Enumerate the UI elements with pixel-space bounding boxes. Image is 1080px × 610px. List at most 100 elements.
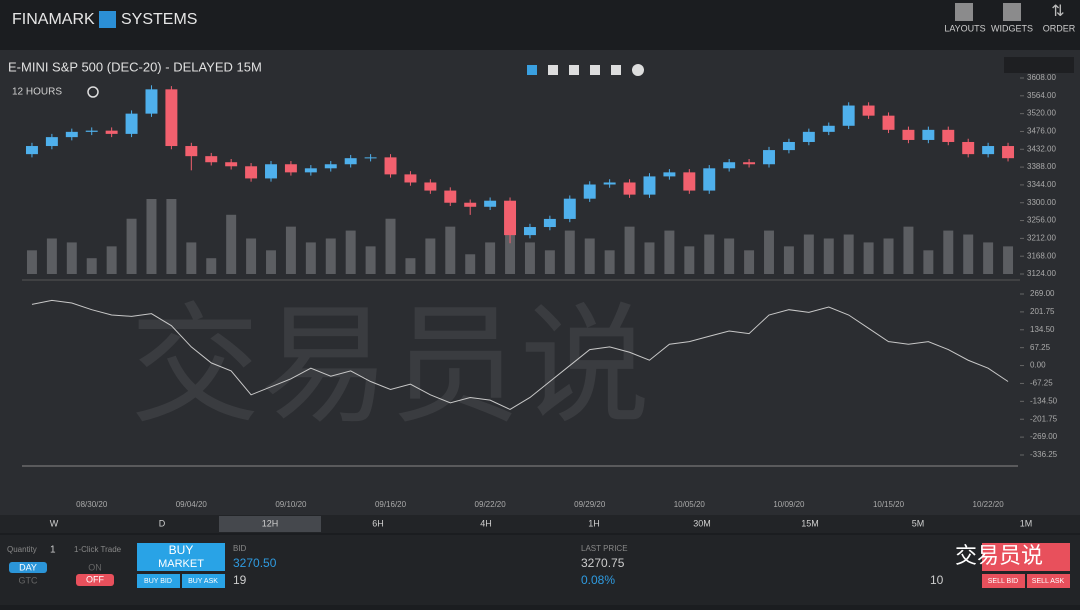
widgets-icon[interactable] [1003,3,1021,21]
nav-item[interactable]: WIDGETS [991,23,1033,33]
y-tick-label: 3608.00 [1027,73,1056,82]
tool-icon[interactable] [611,65,621,75]
order-icon[interactable]: ⇅ [1051,3,1064,20]
volume-bar [66,242,77,274]
last-label: LAST PRICE [581,544,628,553]
candle-body [962,141,975,155]
buy-ask-label: BUY ASK [188,578,218,585]
off-button[interactable] [76,574,114,586]
candle-body [65,131,78,138]
candle-body [802,131,815,142]
candle-body [822,125,835,132]
settings-icon[interactable] [632,64,644,76]
timeframe-option[interactable]: 6H [372,518,384,528]
timeframe-option[interactable]: W [50,518,59,528]
bid: 3270.50 [233,556,277,570]
volume-bar [704,234,715,274]
y-tick-label: -134.50 [1030,396,1058,405]
candle-body [703,168,716,191]
sell-ask-label: SELL ASK [1032,578,1065,585]
nav-item[interactable]: ORDER [1043,23,1076,33]
candle-body [145,89,158,114]
volume-bar [863,242,874,274]
volume-bar [584,238,595,274]
tool-icon[interactable] [590,65,600,75]
y-tick-label: 3212.00 [1027,233,1056,242]
volume-bar [365,246,376,274]
volume-bar [923,250,934,274]
volume-bar [724,238,735,274]
tool-icon[interactable] [569,65,579,75]
x-tick-label: 10/09/20 [773,500,805,509]
volume-bar [644,242,655,274]
y-tick-label: 3388.00 [1027,162,1056,171]
y-tick-label: 3168.00 [1027,251,1056,260]
candle-body [782,141,795,151]
volume-bar [86,258,97,274]
candle-body [364,157,377,159]
volume-bar [405,258,416,274]
indicator-line [31,299,1009,411]
candle-body [424,182,437,191]
tool-icon[interactable] [527,65,537,75]
timeframe-option[interactable]: 30M [693,518,711,528]
tool-icon[interactable] [548,65,558,75]
candle-body [404,174,417,183]
last-price: 3270.75 [581,556,625,570]
y-tick-label: 3476.00 [1027,127,1056,136]
candle-body [563,198,576,219]
y-tick-label: 3344.00 [1027,180,1056,189]
sell-bid-button[interactable] [982,574,1025,588]
y-tick-label: -336.25 [1030,450,1058,459]
on-label[interactable]: ON [88,562,102,572]
x-tick-label: 10/05/20 [674,500,706,509]
volume-bar [524,242,535,274]
y-tick-label: -67.25 [1030,379,1053,388]
volume-bar [843,234,854,274]
candle-body [504,200,517,236]
panel-controls [1004,57,1074,73]
change: 0.08% [581,573,615,587]
y-tick-label: 3300.00 [1027,198,1056,207]
timeframe-option[interactable]: 15M [801,518,819,528]
volume-bar [186,242,197,274]
volume-bar [305,242,316,274]
timeframe-option[interactable]: 5M [912,518,925,528]
y-tick-label: -201.75 [1030,414,1058,423]
x-tick-label: 10/22/20 [973,500,1005,509]
timeframe-option[interactable]: 1H [588,518,600,528]
buy-market-button[interactable] [137,543,225,571]
nav-item[interactable]: LAYOUTS [944,23,985,33]
gtc-label[interactable]: GTC [19,575,38,585]
volume-bar [126,218,137,274]
volume-bar [325,238,336,274]
layouts-icon[interactable] [955,3,973,21]
refresh-icon[interactable] [87,86,99,98]
volume-bar [783,246,794,274]
timeframe-option[interactable]: D [159,518,166,528]
candle-body [205,156,218,163]
day-button[interactable] [9,562,47,573]
volume-bar [285,226,296,274]
interval[interactable]: 12 HOURS [12,87,62,98]
timeframe-option[interactable]: 4H [480,518,492,528]
volume-bar [684,246,695,274]
quantity[interactable]: 1 [50,545,56,556]
volume-bar [963,234,974,274]
candle-body [25,146,38,155]
volume-bar [46,238,57,274]
candle-body [603,182,616,185]
sell-ask-button[interactable] [1027,574,1070,588]
timeframe-option[interactable]: 1M [1020,518,1033,528]
buy-bid-button[interactable] [137,574,180,588]
y-tick-label: 201.75 [1030,307,1055,316]
y-tick-label: 269.00 [1030,289,1055,298]
y-tick-label: 3256.00 [1027,216,1056,225]
brand-suffix: SYSTEMS [121,11,197,28]
timeframe-option[interactable]: 12H [262,518,279,528]
label: 1-Click Trade [74,545,122,554]
market-label: MARKET [158,558,204,570]
candle-body [882,115,895,130]
sell-market-button[interactable] [982,543,1070,571]
buy-ask-button[interactable] [182,574,225,588]
